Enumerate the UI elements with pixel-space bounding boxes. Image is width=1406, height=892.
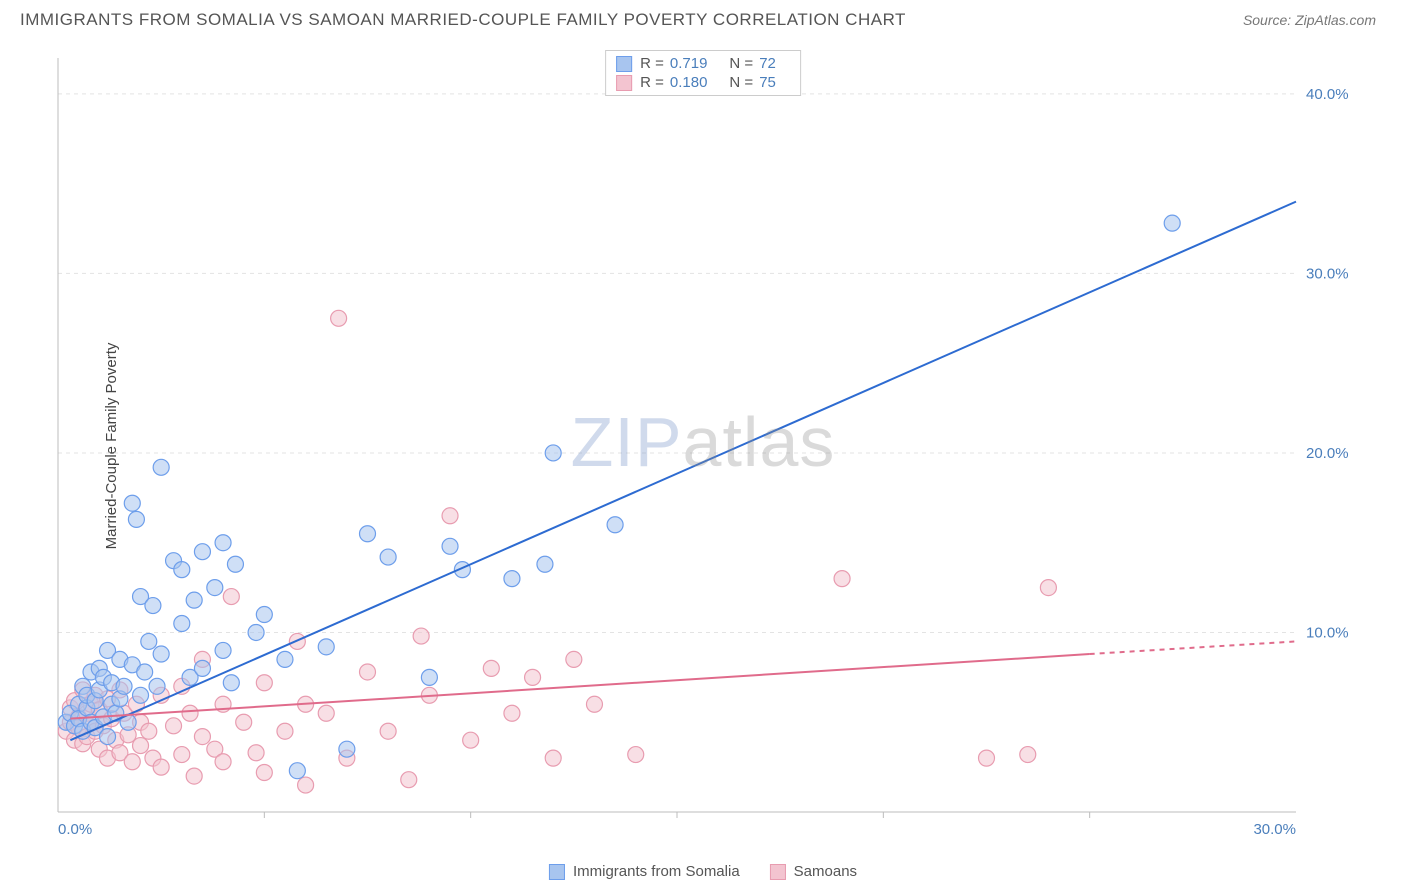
chart-area: 10.0% 20.0% 30.0% 40.0% 0.0% 30.0%: [48, 48, 1356, 842]
legend-item-1: Samoans: [770, 863, 857, 880]
swatch-icon: [616, 56, 632, 72]
svg-text:20.0%: 20.0%: [1306, 445, 1349, 462]
n-label: N =: [729, 55, 753, 72]
n-label: N =: [729, 74, 753, 91]
correlation-legend: R = 0.719 N = 72 R = 0.180 N = 75: [605, 50, 801, 96]
r-label: R =: [640, 55, 664, 72]
legend-item-0: Immigrants from Somalia: [549, 863, 740, 880]
svg-text:0.0%: 0.0%: [58, 821, 92, 838]
series-legend: Immigrants from Somalia Samoans: [549, 863, 857, 880]
svg-text:40.0%: 40.0%: [1306, 86, 1349, 103]
legend-row-1: R = 0.180 N = 75: [616, 73, 790, 92]
source-label: Source: ZipAtlas.com: [1243, 12, 1376, 28]
chart-title: IMMIGRANTS FROM SOMALIA VS SAMOAN MARRIE…: [20, 10, 906, 30]
n-value: 72: [759, 55, 776, 72]
legend-label: Samoans: [794, 863, 857, 880]
swatch-icon: [549, 864, 565, 880]
r-value: 0.719: [670, 55, 708, 72]
r-value: 0.180: [670, 74, 708, 91]
r-label: R =: [640, 74, 664, 91]
svg-text:30.0%: 30.0%: [1306, 265, 1349, 282]
legend-label: Immigrants from Somalia: [573, 863, 740, 880]
legend-row-0: R = 0.719 N = 72: [616, 54, 790, 73]
svg-text:10.0%: 10.0%: [1306, 624, 1349, 641]
swatch-icon: [770, 864, 786, 880]
svg-text:30.0%: 30.0%: [1253, 821, 1296, 838]
scatter-chart: 10.0% 20.0% 30.0% 40.0% 0.0% 30.0%: [48, 48, 1356, 842]
n-value: 75: [759, 74, 776, 91]
swatch-icon: [616, 75, 632, 91]
